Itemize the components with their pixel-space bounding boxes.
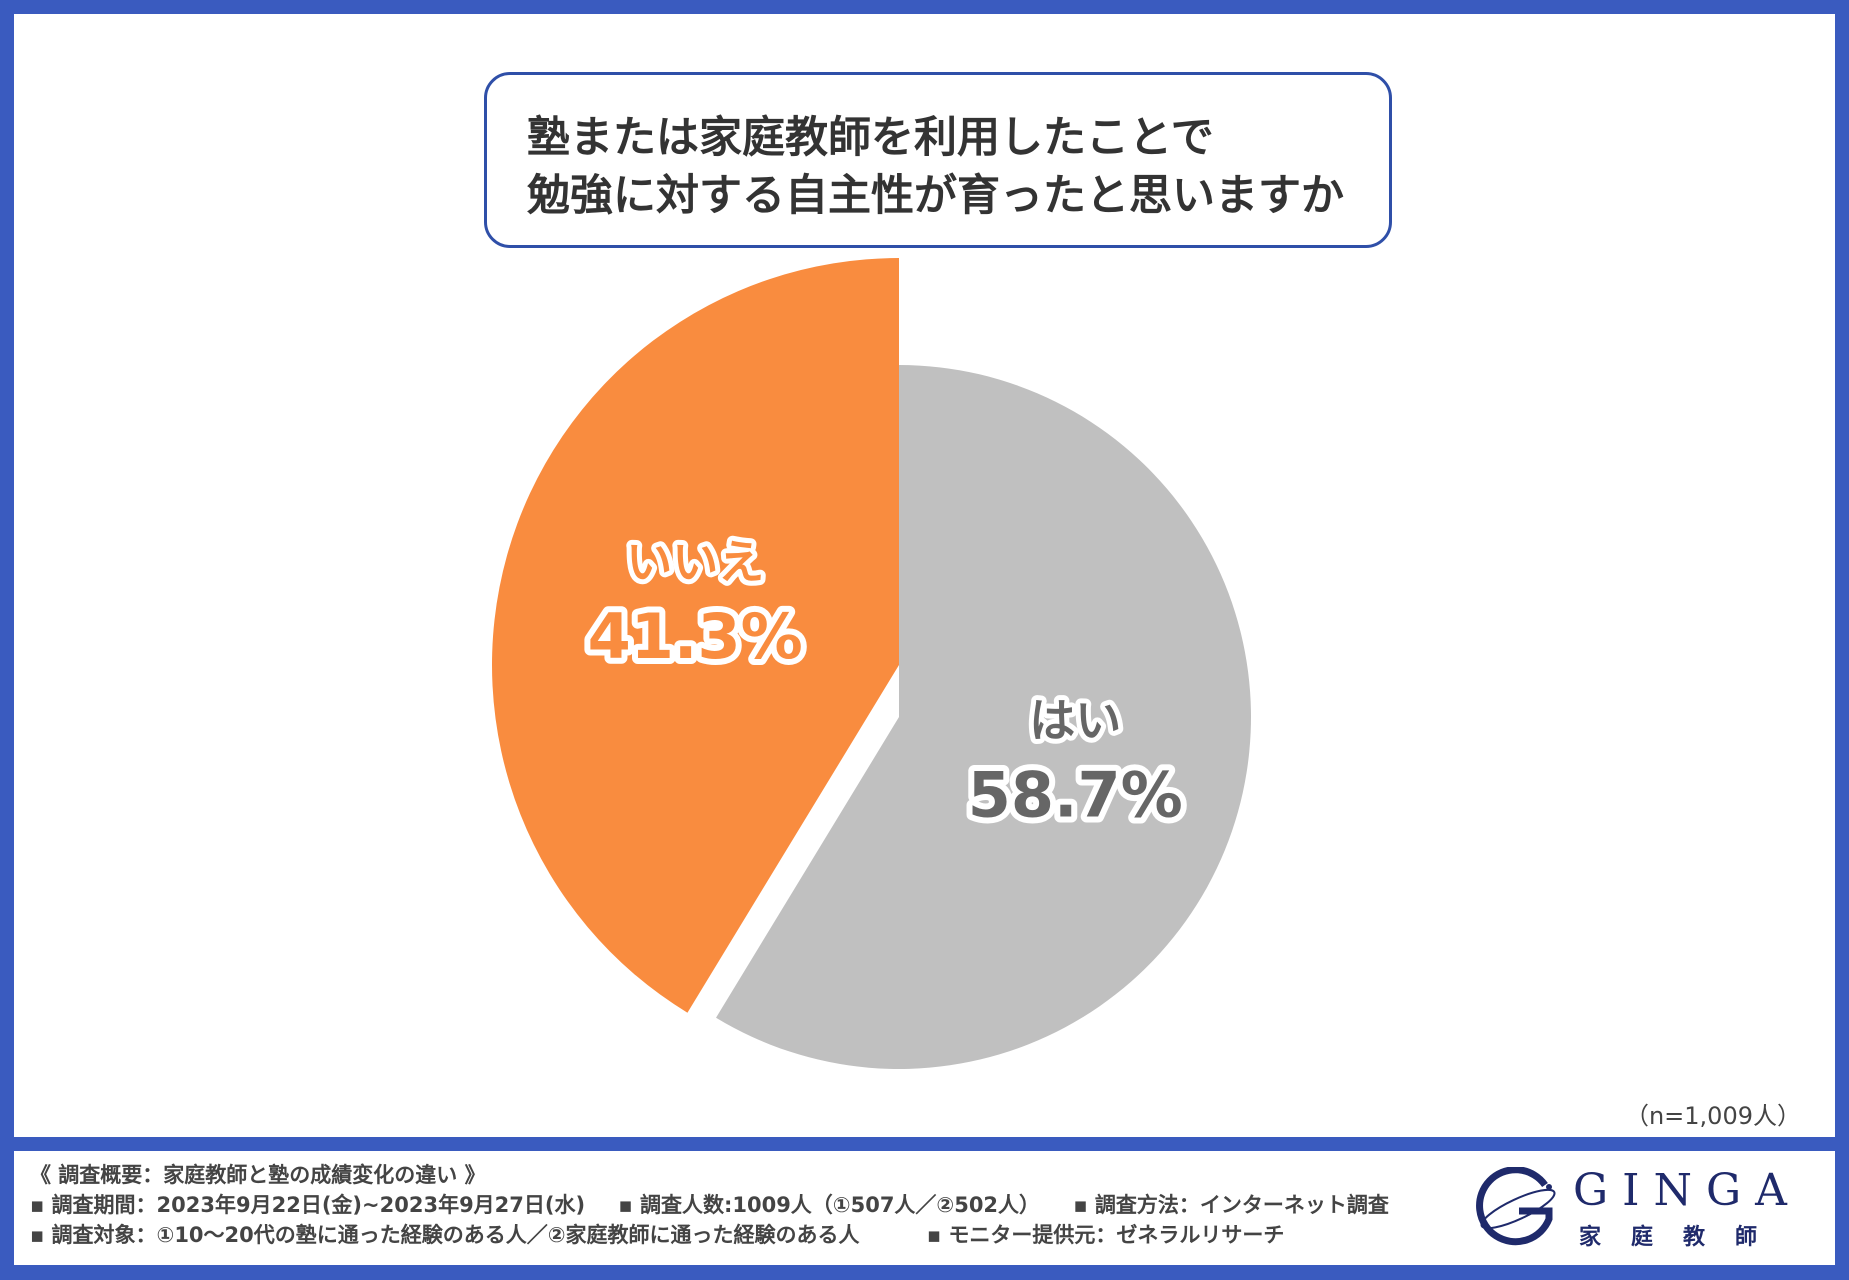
ginga-logo-mark-icon [1476,1167,1556,1246]
logo-wordmark: GINGA [1573,1165,1801,1216]
sample-size-note: （n=1,009人） [1624,1102,1801,1130]
survey-footer: 《 調査概要：家庭教師と塾の成績変化の違い 》 ▪ 調査期間：2023年9月22… [14,1151,1835,1265]
logo-subtitle: 家庭教師 [1579,1224,1788,1250]
survey-method: ▪ 調査方法：インターネット調査 [1073,1193,1389,1217]
survey-period: ▪ 調査期間：2023年9月22日(金)~2023年9月27日(水) [30,1193,586,1217]
question-title-box: 塾または家庭教師を利用したことで 勉強に対する自主性が育ったと思いますか [484,72,1392,248]
question-title-line-2: 勉強に対する自主性が育ったと思いますか [527,171,1344,221]
chart-card: 塾または家庭教師を利用したことで 勉強に対する自主性が育ったと思いますか はい 5… [14,14,1835,1137]
pie-value-yes: 58.7% [968,758,1183,831]
survey-provider: ▪ モニター提供元：ゼネラルリサーチ [926,1223,1285,1247]
ginga-logo: GINGA 家庭教師 [1475,1163,1805,1253]
survey-heading: 《 調査概要：家庭教師と塾の成績変化の違い 》 [30,1163,486,1187]
survey-count: ▪ 調査人数:1009人（①507人／②502人） [618,1193,1041,1217]
survey-period-line: ▪ 調査期間：2023年9月22日(金)~2023年9月27日(水) ▪ 調査人… [30,1189,1389,1219]
pie-value-no: 41.3% [588,600,803,673]
pie-slice-no [492,257,899,1013]
pie-label-no: いいえ [626,535,764,589]
pie-chart: はい 58.7% いいえ 41.3% [492,257,1251,1069]
survey-target: ▪ 調査対象：①10〜20代の塾に通った経験のある人／②家庭教師に通った経験のあ… [30,1223,860,1247]
survey-target-line: ▪ 調査対象：①10〜20代の塾に通った経験のある人／②家庭教師に通った経験のあ… [30,1219,1284,1249]
pie-slice-yes [716,365,1251,1069]
pie-label-yes: はい [1029,693,1121,747]
question-title-line-1: 塾または家庭教師を利用したことで [527,113,1214,163]
